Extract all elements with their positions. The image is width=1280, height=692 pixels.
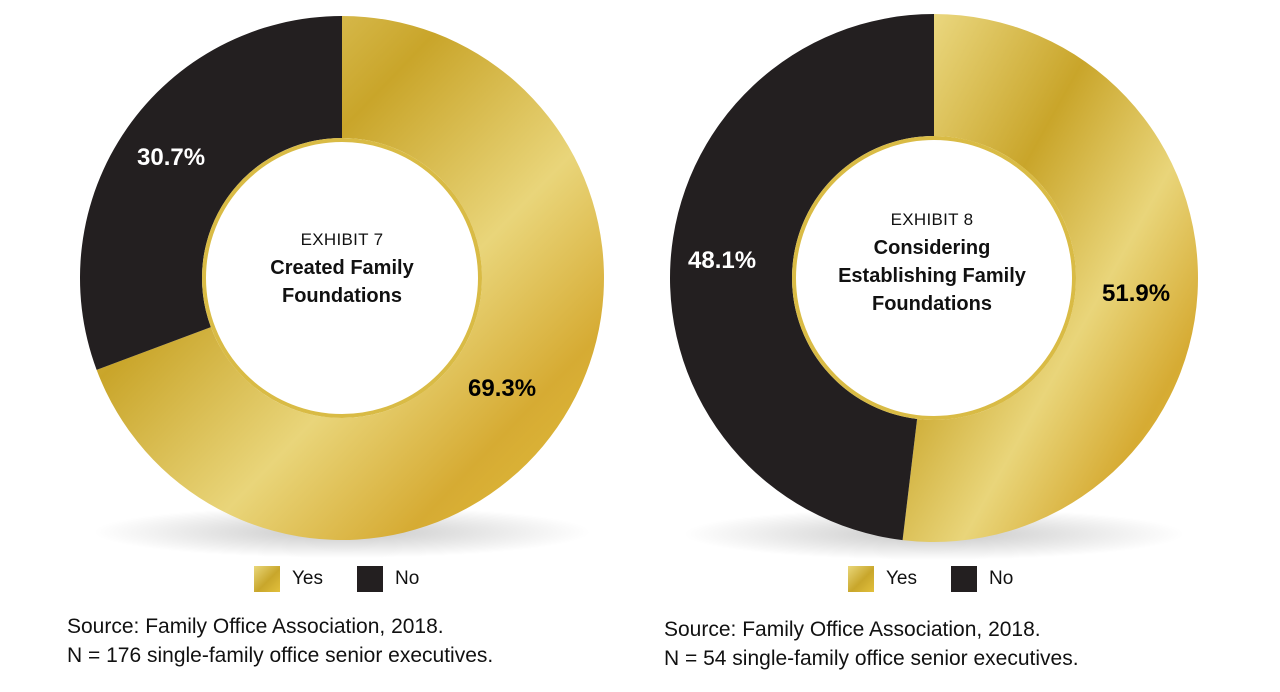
donut-chart-exhibit-8 — [669, 14, 1198, 560]
donut-chart-exhibit-7 — [79, 16, 605, 558]
legend-swatch-no — [951, 566, 977, 592]
legend: Yes No — [848, 566, 1047, 592]
legend-label-no: No — [395, 568, 420, 589]
legend-label-yes: Yes — [886, 568, 917, 589]
center-label: EXHIBIT 7 Created Family Foundations — [222, 230, 462, 310]
donut-slice-no — [669, 14, 934, 541]
exhibit-number: EXHIBIT 8 — [890, 210, 974, 229]
sample-size-text: N = 54 single-family office senior execu… — [664, 647, 1079, 670]
donut-slice-yes — [902, 14, 1198, 542]
legend-label-no: No — [989, 568, 1014, 589]
source-text: Source: Family Office Association, 2018. — [664, 618, 1041, 641]
legend-swatch-yes — [848, 566, 874, 592]
data-label-no: 30.7% — [137, 144, 206, 171]
center-label: EXHIBIT 8 Considering Establishing Famil… — [812, 210, 1052, 318]
exhibit-number: EXHIBIT 7 — [300, 230, 384, 249]
donut-inner-circle — [792, 136, 1076, 420]
legend-item-yes: Yes — [254, 566, 323, 592]
sample-size-text: N = 176 single-family office senior exec… — [67, 644, 494, 667]
legend-swatch-no — [357, 566, 383, 592]
legend: Yes No — [254, 566, 453, 592]
donut-inner-circle — [202, 138, 482, 418]
legend-item-no: No — [951, 566, 1013, 592]
chart-panel-exhibit-8: EXHIBIT 8 Considering Establishing Famil… — [640, 0, 1280, 692]
data-label-yes: 69.3% — [468, 375, 537, 402]
chart-title: Created Family Foundations — [270, 257, 414, 307]
legend-item-no: No — [357, 566, 419, 592]
data-label-no: 48.1% — [688, 247, 757, 274]
chart-title: Considering Establishing Family Foundati… — [838, 237, 1026, 315]
source-note: Source: Family Office Association, 2018.… — [67, 612, 493, 670]
donut-slice-no — [79, 16, 342, 370]
donut-slice-yes — [96, 16, 605, 540]
source-text: Source: Family Office Association, 2018. — [67, 615, 444, 638]
legend-label-yes: Yes — [292, 568, 323, 589]
source-note: Source: Family Office Association, 2018.… — [664, 615, 1079, 673]
chart-panel-exhibit-7: EXHIBIT 7 Created Family Foundations 69.… — [67, 16, 605, 670]
data-label-yes: 51.9% — [1102, 280, 1171, 307]
legend-item-yes: Yes — [848, 566, 917, 592]
legend-swatch-yes — [254, 566, 280, 592]
